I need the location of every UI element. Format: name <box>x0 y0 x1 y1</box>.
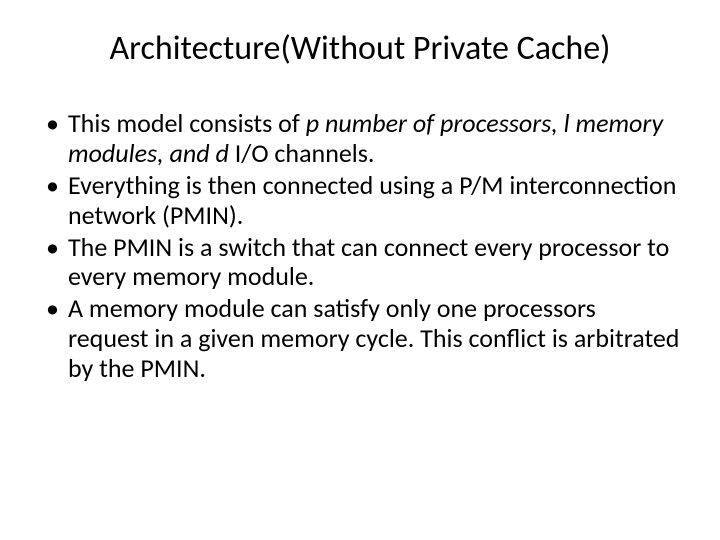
text-run: The PMIN is a switch that can connect ev… <box>68 231 669 293</box>
text-run: A memory module can satisfy only one pro… <box>68 292 679 384</box>
slide: Architecture(Without Private Cache) This… <box>0 0 720 540</box>
slide-title: Architecture(Without Private Cache) <box>40 28 680 69</box>
bullet-list: This model consists of p number of proce… <box>40 109 680 384</box>
text-run: I/O channels. <box>235 137 375 169</box>
text-run: Everything is then connected using a P/M… <box>68 169 676 231</box>
text-run: This model consists of <box>68 107 306 139</box>
bullet-item: This model consists of p number of proce… <box>46 109 680 169</box>
bullet-item: Everything is then connected using a P/M… <box>46 171 680 231</box>
bullet-item: A memory module can satisfy only one pro… <box>46 294 680 384</box>
bullet-item: The PMIN is a switch that can connect ev… <box>46 233 680 293</box>
